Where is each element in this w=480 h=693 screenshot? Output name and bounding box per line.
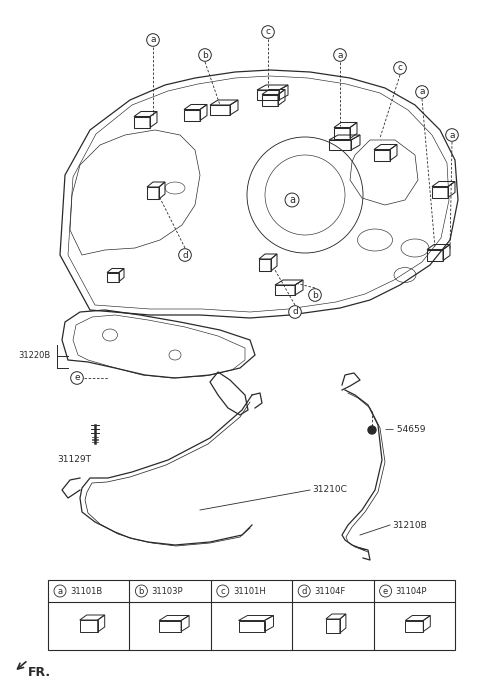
Text: 31104P: 31104P (396, 586, 427, 595)
Text: 31103P: 31103P (151, 586, 183, 595)
Text: d: d (292, 308, 298, 317)
Text: c: c (265, 28, 271, 37)
Text: — 54659: — 54659 (385, 426, 425, 435)
FancyArrowPatch shape (18, 662, 26, 669)
Text: 31101H: 31101H (233, 586, 265, 595)
Text: a: a (337, 51, 343, 60)
Text: 31220B: 31220B (18, 351, 50, 360)
Text: FR.: FR. (28, 665, 51, 678)
Text: 31104F: 31104F (314, 586, 346, 595)
Text: d: d (182, 250, 188, 259)
Text: c: c (397, 64, 403, 73)
Text: a: a (289, 195, 295, 205)
Text: a: a (150, 35, 156, 44)
Text: b: b (139, 586, 144, 595)
Circle shape (368, 426, 376, 434)
Text: e: e (383, 586, 388, 595)
Text: b: b (202, 51, 208, 60)
Text: 31210C: 31210C (312, 486, 347, 495)
Text: 31101B: 31101B (70, 586, 102, 595)
Text: e: e (74, 374, 80, 383)
Text: c: c (220, 586, 225, 595)
Text: a: a (58, 586, 62, 595)
Text: a: a (449, 130, 455, 139)
Text: a: a (419, 87, 425, 96)
Text: d: d (301, 586, 307, 595)
Text: 31210B: 31210B (392, 520, 427, 529)
Text: b: b (312, 290, 318, 299)
Text: 31129T: 31129T (57, 455, 91, 464)
